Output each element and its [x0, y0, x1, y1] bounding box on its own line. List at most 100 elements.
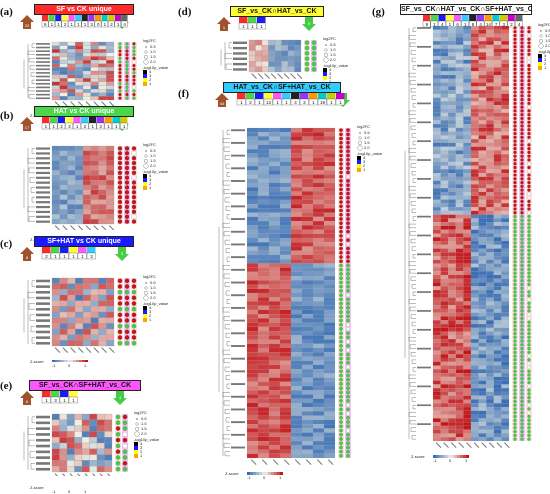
count-cell [121, 20, 128, 28]
pvalue-dot [131, 312, 137, 318]
heatmap-cell [463, 101, 472, 106]
heatmap-cell [301, 343, 314, 349]
dendrogram-branch [409, 193, 416, 198]
heatmap-cell [246, 136, 259, 141]
heatmap-cell [432, 346, 441, 351]
pvalue-dot [117, 318, 123, 323]
pvalue-dot [513, 143, 517, 147]
heatmap-cell [440, 176, 449, 181]
dendrogram-branch [222, 434, 230, 440]
pvalue-dot [125, 45, 129, 50]
heatmap-cell [290, 288, 303, 294]
heatmap-cell [248, 50, 256, 57]
heatmap-cell [268, 369, 281, 374]
column-label [77, 347, 84, 353]
heatmap-cell [257, 195, 270, 200]
column-label [62, 473, 68, 476]
heatmap-cell [255, 45, 263, 51]
pvalue-colorbar-label: 4 [544, 53, 547, 58]
gene-label [36, 68, 50, 71]
category-swatch [81, 15, 88, 21]
heatmap-cell [463, 425, 472, 430]
heatmap-cell [455, 437, 464, 442]
pvalue-dot [131, 219, 137, 224]
heatmap-cell [493, 127, 502, 132]
heatmap-cell [67, 306, 76, 313]
heatmap-cell [463, 233, 472, 238]
pvalue-dot [520, 395, 524, 400]
heatmap-cell [312, 407, 325, 412]
heatmap-cell [455, 52, 464, 57]
pvalue-dot [527, 373, 531, 377]
heatmap-cell [279, 377, 292, 382]
dendrogram-branch [226, 341, 230, 347]
pvalue-dot [520, 346, 524, 351]
heatmap-cell [257, 322, 270, 327]
pvalue-dot [339, 149, 343, 154]
heatmap-cell [82, 74, 91, 79]
heatmap-cell [470, 105, 479, 110]
heatmap-cell [268, 453, 281, 459]
pvalue-dot [513, 252, 517, 256]
pvalue-dot [527, 101, 531, 106]
heatmap-cell [478, 388, 487, 393]
pvalue-dot [131, 289, 137, 295]
heatmap-cell [501, 214, 510, 219]
heatmap-cell [440, 286, 449, 291]
heatmap-cell [455, 320, 464, 325]
heatmap-cell [257, 453, 270, 459]
heatmap-cell [290, 233, 303, 239]
heatmap-cell [486, 127, 494, 132]
heatmap-cell [501, 240, 510, 245]
heatmap-cell [59, 70, 68, 75]
heatmap-cell [51, 67, 60, 72]
heatmap-cell [432, 233, 441, 238]
heatmap-cell [432, 376, 441, 381]
heatmap-cell [448, 56, 456, 61]
pvalue-dot [527, 124, 531, 128]
heatmap-cell [59, 63, 68, 68]
heatmap-cell [463, 67, 472, 72]
heatmap-cell [448, 29, 456, 34]
column-label [85, 225, 92, 230]
heatmap-cell [323, 364, 336, 370]
heatmap-cell [279, 182, 292, 188]
heatmap-cell [448, 41, 456, 45]
heatmap-cell [51, 466, 60, 473]
heatmap-cell [455, 203, 464, 208]
heatmap-cell [440, 327, 449, 332]
heatmap-cell [279, 229, 292, 234]
heatmap-cell [478, 365, 487, 370]
heatmap-cell [463, 395, 472, 400]
pvalue-dot [346, 280, 350, 285]
heatmap-cell [301, 271, 314, 277]
heatmap-cell [106, 283, 115, 290]
heatmap-cell [301, 182, 314, 188]
heatmap-cell [478, 97, 487, 102]
heatmap-cell [455, 342, 464, 347]
heatmap-cell [493, 406, 502, 411]
heatmap-cell [301, 195, 314, 200]
pvalue-colorbar-label: 1 [544, 65, 547, 70]
pvalue-dot [527, 297, 531, 302]
dendrogram-branch [222, 180, 230, 186]
category-count: 9 [426, 22, 429, 27]
heatmap-cell [486, 101, 494, 106]
gene-label [231, 154, 245, 157]
heatmap-cell [455, 327, 464, 332]
heatmap-cell [501, 357, 510, 362]
heatmap-cell [501, 222, 510, 227]
heatmap-cell [82, 96, 91, 101]
heatmap-cell [501, 44, 510, 49]
heatmap-cell [440, 78, 449, 83]
heatmap-cell [501, 101, 510, 106]
heatmap-cell [301, 364, 314, 370]
heatmap-cell [75, 150, 84, 156]
pvalue-colorbar-swatch [538, 66, 542, 70]
heatmap-cell [478, 278, 487, 283]
panel-plot-d: 151 1 1 [217, 17, 329, 80]
pvalue-dot [339, 208, 343, 213]
pvalue-dot [520, 120, 524, 124]
heatmap-cell [478, 157, 487, 162]
heatmap-cell [470, 195, 479, 200]
